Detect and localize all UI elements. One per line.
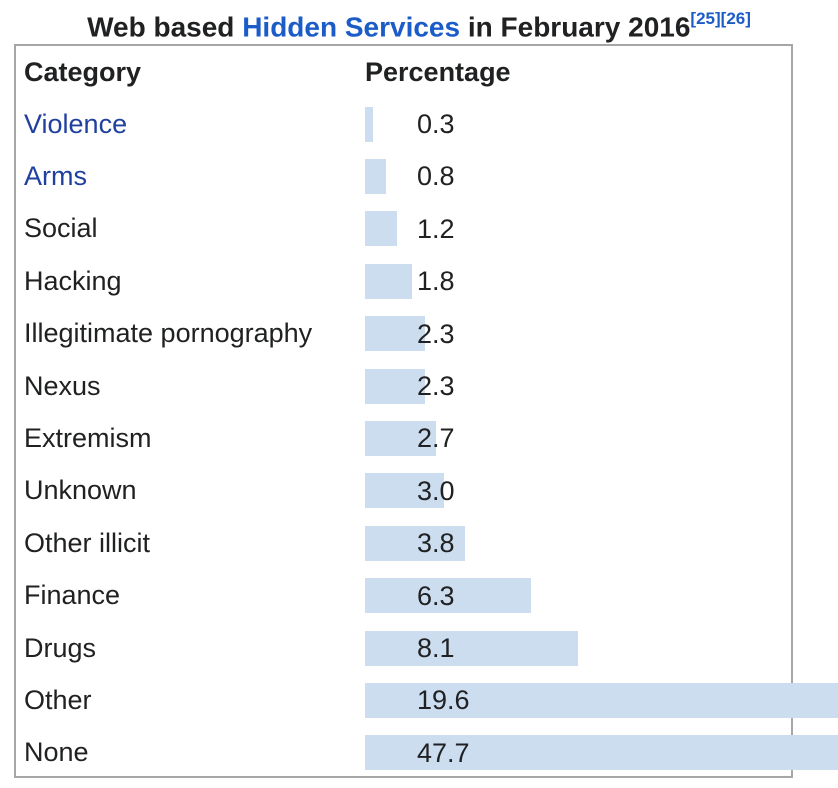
table-row: Nexus 2.3 <box>16 360 791 412</box>
percentage-value: 0.3 <box>417 109 455 139</box>
bar-area: 2.7 <box>365 412 791 464</box>
percentage-value: 3.0 <box>417 475 455 506</box>
percentage-value: 2.3 <box>417 318 455 349</box>
bar-area: 19.6 <box>365 674 838 726</box>
table-row: None 47.7 <box>16 727 838 779</box>
percentage-bar <box>365 630 579 666</box>
percentage-value: 6.3 <box>417 580 455 611</box>
table-body: Violence 0.3 Arms 0.8 Social 1.2 Hacking 1.8 Ill… <box>16 98 838 779</box>
category-label-finance: Finance <box>24 580 121 611</box>
category-label-social: Social <box>24 213 98 244</box>
bar-area: 0.8 <box>365 150 791 202</box>
table-header-row: Category Percentage <box>16 46 791 98</box>
bar-area: 1.2 <box>365 203 791 255</box>
percentage-value: 19.6 <box>417 685 470 716</box>
category-label-extremism: Extremism <box>24 423 152 454</box>
bar-area: 47.7 <box>365 727 838 779</box>
category-link-violence[interactable]: Violence <box>24 108 128 139</box>
percentage-bar <box>365 578 531 614</box>
percentage-bar <box>365 735 838 771</box>
category-label-other: Other <box>24 684 92 715</box>
percentage-bar-table: Category Percentage Violence 0.3 Arms 0.8 So… <box>14 44 838 779</box>
percentage-value: 2.7 <box>417 423 455 454</box>
chart-title: Web based Hidden Services in February 20… <box>0 2 838 46</box>
percentage-bar <box>365 316 426 352</box>
category-link-arms[interactable]: Arms <box>24 161 87 192</box>
table-row: Extremism 2.7 <box>16 412 791 464</box>
table-row: Finance 6.3 <box>16 570 791 622</box>
percentage-bar <box>365 263 413 299</box>
percentage-bar <box>365 368 426 404</box>
hidden-services-link[interactable]: Hidden Services <box>242 11 461 43</box>
bar-area: 0.3 <box>365 98 791 150</box>
category-label-drugs: Drugs <box>24 632 97 663</box>
table-row: Drugs 8.1 <box>16 622 791 674</box>
percentage-bar <box>365 159 387 195</box>
table-row: Other 19.6 <box>16 674 838 726</box>
title-text-prefix: Web based <box>87 11 243 43</box>
percentage-value: 47.7 <box>417 737 470 768</box>
table-row: Unknown 3.0 <box>16 465 791 517</box>
percentage-bar <box>365 211 397 247</box>
reference-25-link[interactable]: [25] <box>690 9 721 28</box>
title-text-suffix: in February 2016 <box>460 11 691 43</box>
percentage-value: 1.8 <box>417 266 455 297</box>
category-column-header: Category <box>24 56 142 87</box>
category-label-illegitimate-pornography: Illegitimate pornography <box>24 318 313 349</box>
percentage-bar <box>365 106 373 142</box>
table-row: Other illicit 3.8 <box>16 517 791 569</box>
percentage-value: 1.2 <box>417 213 455 244</box>
percentage-value: 2.3 <box>417 370 455 401</box>
percentage-bar <box>365 682 838 718</box>
table-row: Arms 0.8 <box>16 150 791 202</box>
percentage-value: 0.8 <box>417 161 455 192</box>
table-row: Violence 0.3 <box>16 98 791 150</box>
category-label-unknown: Unknown <box>24 475 137 506</box>
reference-26-link[interactable]: [26] <box>720 9 751 28</box>
bar-area: 3.8 <box>365 517 791 569</box>
table-row: Illegitimate pornography 2.3 <box>16 308 791 360</box>
bar-area: 1.8 <box>365 255 791 307</box>
category-label-nexus: Nexus <box>24 370 101 401</box>
percentage-value: 8.1 <box>417 632 455 663</box>
bar-area: 6.3 <box>365 570 791 622</box>
percentage-bar <box>365 421 436 457</box>
table-row: Social 1.2 <box>16 203 791 255</box>
category-label-other-illicit: Other illicit <box>24 527 151 558</box>
table-row: Hacking 1.8 <box>16 255 791 307</box>
bar-area: 8.1 <box>365 622 791 674</box>
percentage-column-header: Percentage <box>365 56 511 87</box>
percentage-value: 3.8 <box>417 528 455 559</box>
bar-area: 2.3 <box>365 360 791 412</box>
category-label-hacking: Hacking <box>24 265 122 296</box>
percentage-bar <box>365 525 465 561</box>
percentage-bar <box>365 473 444 509</box>
bar-area: 2.3 <box>365 308 791 360</box>
category-label-none: None <box>24 737 89 768</box>
bar-area: 3.0 <box>365 465 791 517</box>
